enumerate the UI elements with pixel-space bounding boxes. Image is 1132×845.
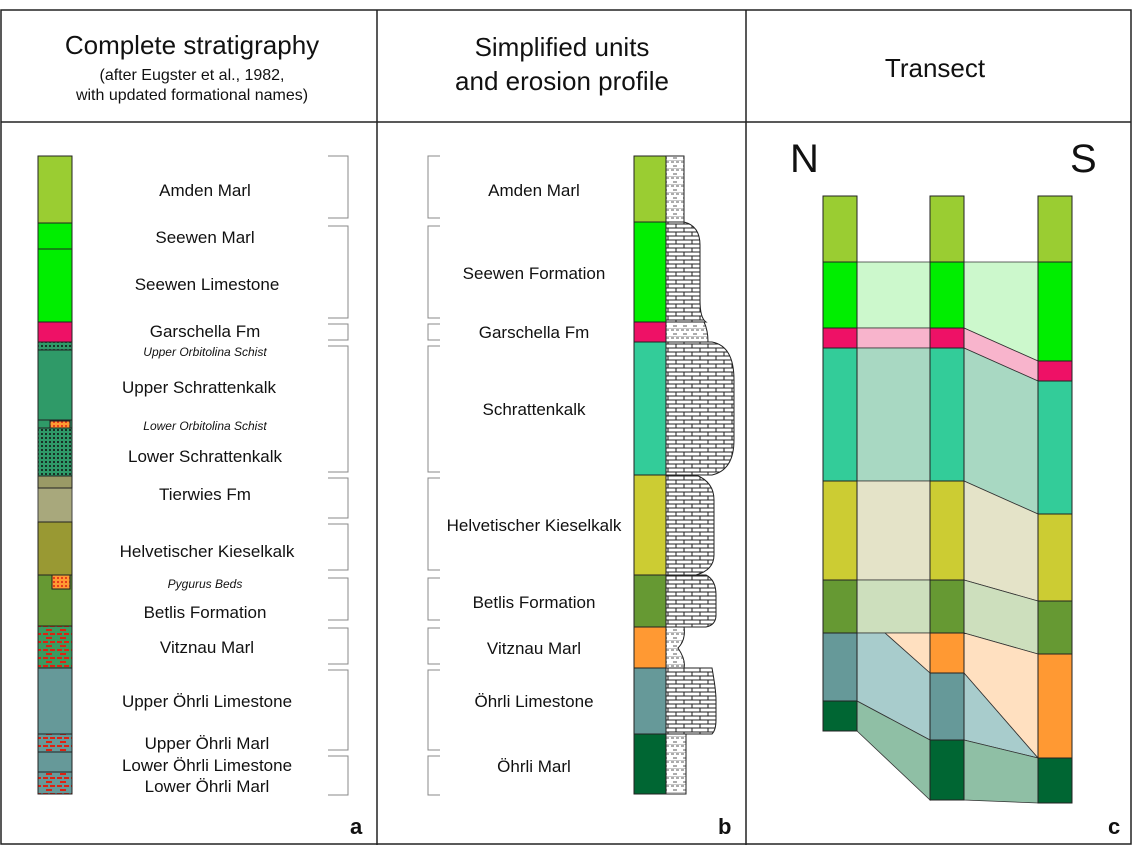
panel-a-subtitle-2: with updated formational names) (75, 87, 308, 104)
a-label-lower-orbitolina: Lower Orbitolina Schist (143, 419, 267, 433)
a-seewen-limestone-layer (37, 248, 73, 323)
erosion-garschella (665, 321, 709, 343)
b-kieselkalk-layer (633, 474, 667, 576)
a-lower-oehrli-limestone-layer (37, 751, 73, 773)
a-upper-oehrli-limestone-layer (37, 667, 73, 735)
b-vitznau-layer (633, 626, 667, 669)
a-upper-schrattenkalk-layer (37, 349, 73, 429)
erosion-oehrli-limestone (665, 667, 717, 735)
a-label-upper-oehrli-marl: Upper Öhrli Marl (145, 734, 270, 753)
a-tierwies-thin-layer (37, 475, 73, 489)
b-label-vitznau: Vitznau Marl (487, 639, 581, 658)
b-amden-marl-layer (633, 155, 667, 223)
panel-b-labels: Amden Marl Seewen Formation Garschella F… (447, 181, 622, 776)
panel-a-labels: Amden Marl Seewen Marl Seewen Limestone … (120, 181, 295, 796)
b-seewen-layer (633, 221, 667, 323)
erosion-kieselkalk (665, 474, 715, 576)
a-label-upper-orbitolina: Upper Orbitolina Schist (143, 345, 267, 359)
a-label-upper-schrattenkalk: Upper Schrattenkalk (122, 378, 277, 397)
a-lower-schrattenkalk-layer (37, 427, 73, 477)
a-lower-oehrli-marl-layer (37, 771, 73, 795)
erosion-vitznau (665, 626, 685, 669)
erosion-oehrli-marl (665, 733, 687, 795)
erosion-amden (665, 155, 685, 223)
b-oehrli-marl-layer (633, 733, 667, 795)
a-label-lower-schrattenkalk: Lower Schrattenkalk (128, 447, 283, 466)
panel-b-column (633, 155, 667, 795)
a-label-seewen-limestone: Seewen Limestone (135, 275, 280, 294)
transect-column-2 (929, 195, 965, 801)
a-label-amden-marl: Amden Marl (159, 181, 251, 200)
corr-seewen-1 (856, 261, 931, 329)
a-garschella-layer (37, 321, 73, 343)
transect-correlations (856, 261, 1040, 804)
a-pygurus-inset (51, 574, 71, 590)
panel-a-subtitle-1: (after Eugster et al., 1982, (100, 67, 285, 84)
a-label-betlis: Betlis Formation (144, 603, 267, 622)
north-label: N (790, 137, 819, 181)
figure-frame (0, 9, 1132, 845)
b-label-seewen-formation: Seewen Formation (463, 264, 606, 283)
b-label-kieselkalk: Helvetischer Kieselkalk (447, 516, 622, 535)
b-label-betlis: Betlis Formation (473, 593, 596, 612)
panel-b-brackets (427, 155, 440, 796)
b-schrattenkalk-layer (633, 341, 667, 476)
corr-schratten-1 (856, 347, 931, 482)
erosion-betlis (665, 574, 717, 628)
b-label-amden-marl: Amden Marl (488, 181, 580, 200)
a-vitznau-marl-layer (37, 625, 73, 669)
a-amden-marl-layer (37, 155, 73, 224)
corr-kiesel-1 (856, 480, 931, 581)
panel-c-title: Transect (885, 53, 986, 83)
erosion-schrattenkalk (665, 341, 735, 476)
b-label-garschella: Garschella Fm (479, 323, 590, 342)
b-garschella-layer (633, 321, 667, 343)
a-tierwies-layer (37, 487, 73, 523)
a-kieselkalk-layer (37, 521, 73, 576)
corr-betlis-1 (856, 579, 931, 634)
transect-column-1 (822, 195, 858, 732)
a-upper-oehrli-marl-layer (37, 733, 73, 753)
a-label-vitznau: Vitznau Marl (160, 638, 254, 657)
a-upper-orbitolina-layer (37, 341, 73, 351)
panel-b-erosion-profile (665, 155, 735, 795)
transect-column-3 (1037, 195, 1073, 804)
b-betlis-layer (633, 574, 667, 628)
a-label-lower-oehrli-marl: Lower Öhrli Marl (145, 777, 270, 796)
b-label-oehrli-marl: Öhrli Marl (497, 757, 571, 776)
a-label-pygurus: Pygurus Beds (168, 577, 243, 591)
panel-b-title-1: Simplified units (475, 32, 650, 62)
panel-letter-b: b (718, 814, 731, 839)
a-label-garschella: Garschella Fm (150, 322, 261, 341)
panel-b-title-2: and erosion profile (455, 66, 669, 96)
panel-letter-a: a (350, 814, 363, 839)
panel-a-column (37, 155, 73, 795)
south-label: S (1070, 137, 1097, 181)
panel-a-title: Complete stratigraphy (65, 30, 319, 60)
a-label-upper-oehrli-limestone: Upper Öhrli Limestone (122, 692, 292, 711)
b-label-oehrli-limestone: Öhrli Limestone (474, 692, 593, 711)
a-seewen-marl-layer (37, 222, 73, 250)
a-label-tierwies: Tierwies Fm (159, 485, 251, 504)
a-label-lower-oehrli-limestone: Lower Öhrli Limestone (122, 756, 292, 775)
erosion-seewen (665, 221, 708, 323)
a-label-seewen-marl: Seewen Marl (155, 228, 254, 247)
b-label-schrattenkalk: Schrattenkalk (483, 400, 586, 419)
panel-a-brackets (328, 155, 349, 796)
a-label-kieselkalk: Helvetischer Kieselkalk (120, 542, 295, 561)
corr-garschella-1 (856, 327, 931, 349)
panel-letter-c: c (1108, 814, 1120, 839)
b-oehrli-limestone-layer (633, 667, 667, 735)
